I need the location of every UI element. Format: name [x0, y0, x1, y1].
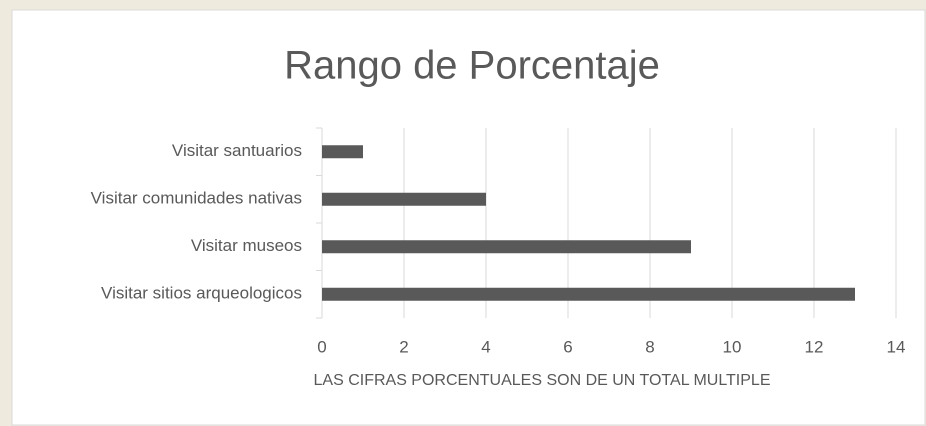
x-tick-label: 0 — [317, 337, 326, 356]
x-tick-label: 10 — [723, 337, 742, 356]
y-tick-label: Visitar comunidades nativas — [91, 189, 302, 208]
bar — [322, 145, 363, 159]
x-tick-label: 6 — [563, 337, 572, 356]
x-tick-label: 4 — [481, 337, 490, 356]
bar — [322, 287, 855, 301]
y-tick-label: Visitar sitios arqueologicos — [101, 284, 302, 303]
x-tick-label: 8 — [645, 337, 654, 356]
chart-area — [11, 9, 926, 426]
x-tick-label: 2 — [399, 337, 408, 356]
y-tick-label: Visitar santuarios — [172, 141, 302, 160]
chart-title: Rango de Porcentaje — [284, 44, 660, 88]
x-tick-label: 14 — [887, 337, 906, 356]
bar — [322, 240, 691, 254]
x-tick-label: 12 — [805, 337, 824, 356]
bar — [322, 192, 486, 206]
x-axis-title: LAS CIFRAS PORCENTUALES SON DE UN TOTAL … — [314, 372, 771, 389]
y-tick-label: Visitar museos — [191, 236, 302, 255]
